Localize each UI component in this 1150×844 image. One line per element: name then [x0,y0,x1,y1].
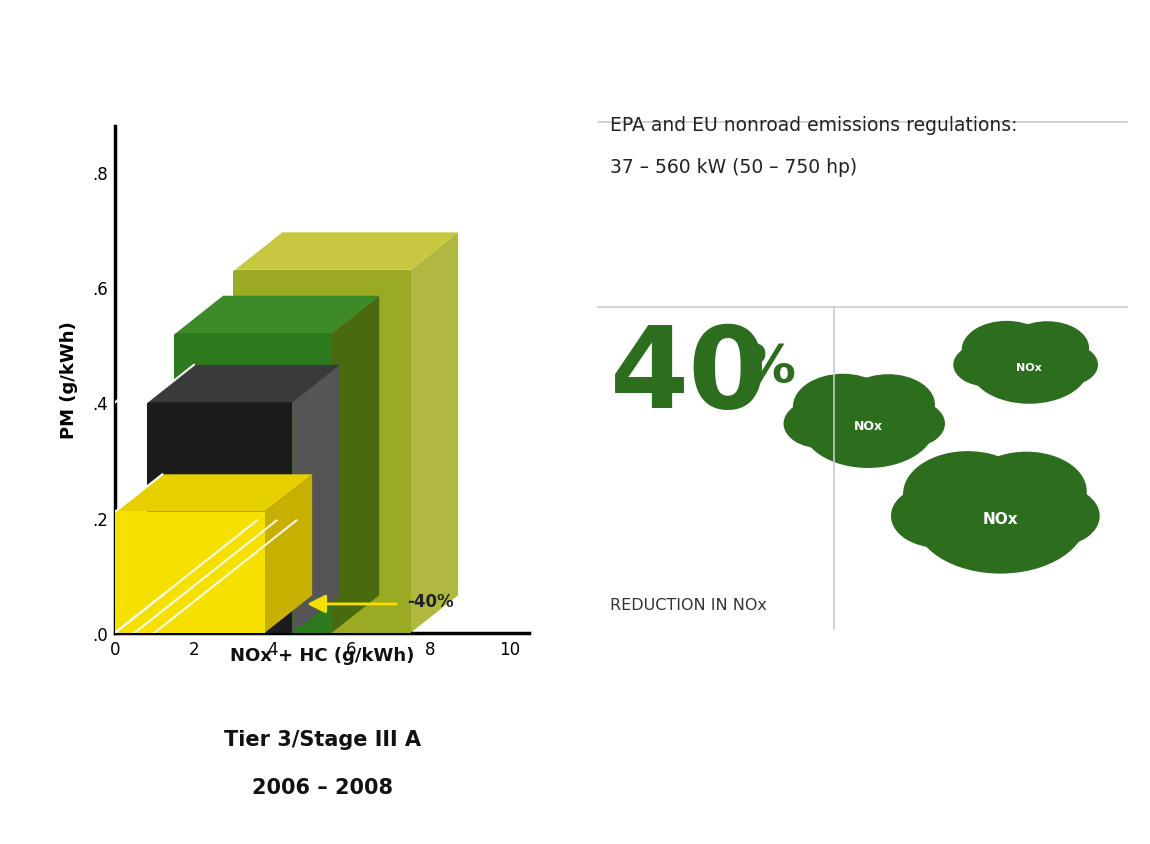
Text: 37 – 560 kW (50 – 750 hp): 37 – 560 kW (50 – 750 hp) [610,159,857,177]
Ellipse shape [802,384,935,468]
Text: -40%: -40% [407,592,453,610]
Ellipse shape [953,344,1019,387]
Ellipse shape [879,401,945,447]
Polygon shape [146,365,339,403]
Text: REDUCTION IN NOx: REDUCTION IN NOx [610,597,766,612]
Text: NOx + HC (g/kWh): NOx + HC (g/kWh) [230,646,414,664]
Ellipse shape [914,464,1087,574]
Ellipse shape [1038,345,1098,386]
Polygon shape [174,333,332,633]
Polygon shape [146,403,292,633]
Text: 40: 40 [610,321,768,431]
Polygon shape [233,233,458,270]
Text: NOx: NOx [853,419,883,433]
Text: 2006 – 2008: 2006 – 2008 [252,777,392,798]
Ellipse shape [981,336,1059,384]
Text: NOx: NOx [983,511,1018,527]
Text: EPA and EU nonroad emissions regulations:: EPA and EU nonroad emissions regulations… [610,116,1017,135]
Polygon shape [292,365,339,633]
Ellipse shape [1013,486,1099,547]
Ellipse shape [783,400,857,449]
Polygon shape [332,296,380,633]
Ellipse shape [903,452,1033,537]
Polygon shape [233,270,411,633]
Ellipse shape [1005,322,1089,376]
Ellipse shape [969,330,1089,404]
Polygon shape [174,296,380,333]
Text: %: % [742,342,795,394]
Text: NOx: NOx [1017,362,1042,372]
Ellipse shape [891,484,986,548]
Ellipse shape [961,322,1051,380]
Polygon shape [115,512,264,633]
Ellipse shape [792,375,892,441]
Text: Tier 3/Stage III A: Tier 3/Stage III A [223,729,421,749]
Polygon shape [115,474,312,512]
Polygon shape [411,233,458,633]
Ellipse shape [966,452,1087,531]
Ellipse shape [842,375,935,436]
Ellipse shape [815,390,902,445]
Ellipse shape [932,473,1044,544]
Y-axis label: PM (g/kWh): PM (g/kWh) [60,321,78,439]
Polygon shape [264,474,312,633]
